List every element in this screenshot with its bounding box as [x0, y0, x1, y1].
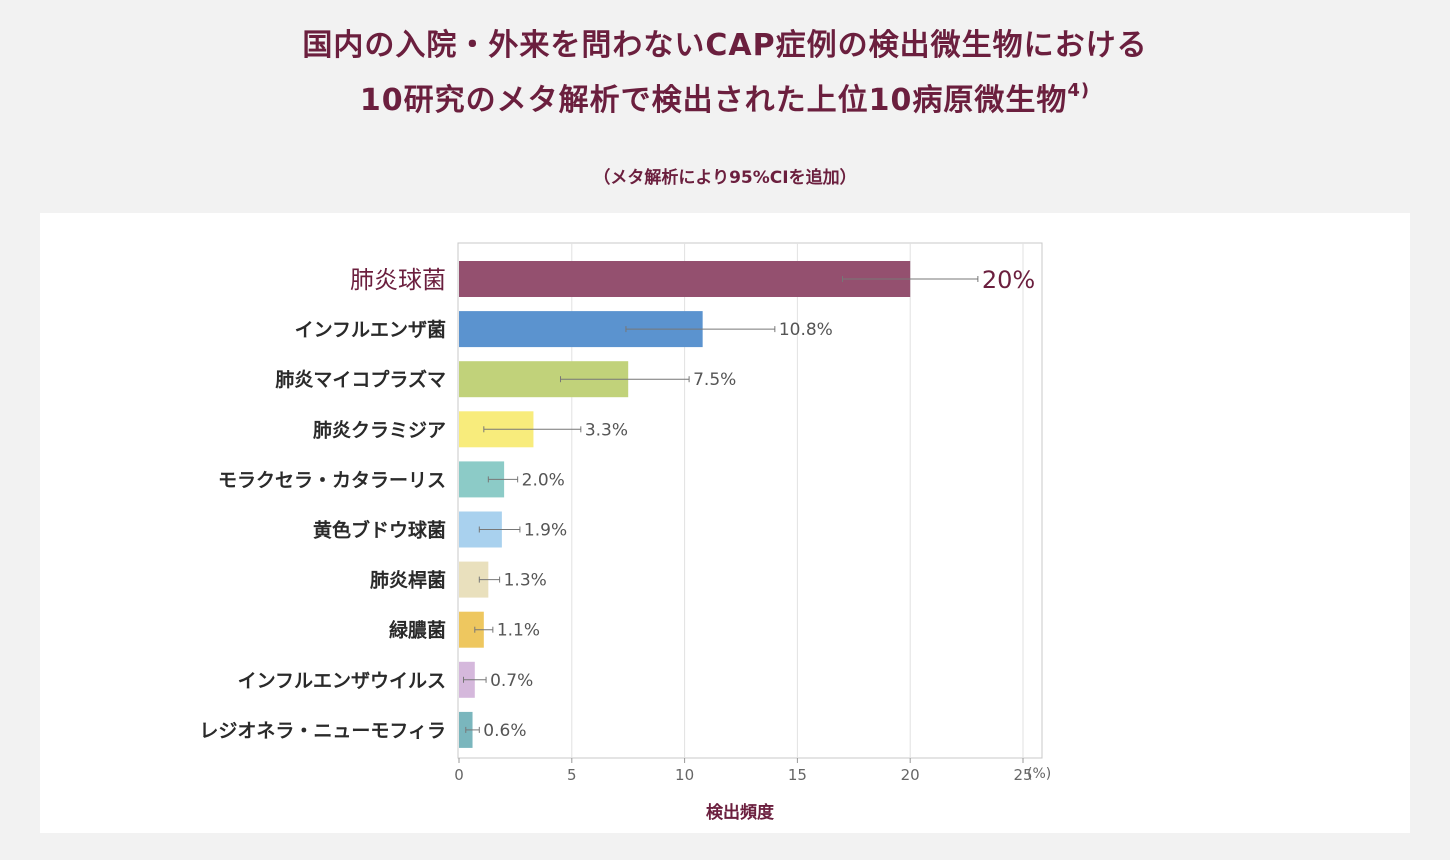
category-label: 肺炎球菌	[350, 266, 446, 294]
value-label: 2.0%	[522, 470, 565, 490]
plot-frame	[457, 242, 1043, 759]
chart-panel: 0 5 10 15 20 25 (%) 検出頻度 肺炎球菌 20% インフルエンザ菌 10.8% 肺炎マ…	[40, 213, 1410, 833]
x-tick-label: 20	[901, 766, 920, 784]
value-label: 3.3%	[585, 420, 628, 440]
chart-title-line2: 10研究のメタ解析で検出された上位10病原微生物4)	[359, 80, 1091, 118]
value-label: 0.7%	[490, 671, 533, 691]
category-label: 肺炎マイコプラズマ	[275, 368, 446, 391]
category-label: インフルエンザウイルス	[238, 670, 446, 692]
x-tick-label: 15	[788, 766, 807, 784]
value-label: 1.1%	[497, 621, 540, 641]
x-tick-label: 5	[567, 766, 577, 784]
value-label: 10.8%	[779, 320, 833, 340]
reference-superscript: 4)	[1067, 80, 1091, 101]
x-axis-label: 検出頻度	[706, 802, 775, 823]
value-label: 1.9%	[524, 521, 567, 541]
category-label: レジオネラ・ニューモフィラ	[199, 720, 446, 742]
category-label: インフルエンザ菌	[295, 318, 446, 341]
x-tick-label: 10	[675, 766, 694, 784]
x-unit-label: (%)	[1027, 766, 1051, 782]
category-label: 緑膿菌	[389, 619, 446, 642]
x-tick-label: 0	[454, 766, 464, 784]
category-label: 黄色ブドウ球菌	[313, 519, 446, 542]
category-label: 肺炎桿菌	[370, 569, 446, 592]
bar-chart: 0 5 10 15 20 25(%) 検出頻度 肺炎球菌 20% インフルエンザ菌 10.8% 肺炎マ…	[199, 242, 1051, 823]
value-label: 20%	[982, 266, 1035, 294]
chart-title-line1: 国内の入院・外来を問わないCAP症例の検出微生物における	[302, 28, 1148, 63]
bar	[459, 261, 911, 297]
x-tick-label: 25	[1013, 766, 1032, 784]
category-label: 肺炎クラミジア	[313, 419, 446, 441]
chart-subtitle: （メタ解析により95%CIを追加）	[593, 168, 857, 188]
value-label: 7.5%	[693, 370, 736, 390]
category-label: モラクセラ・カタラーリス	[218, 469, 446, 491]
value-label: 1.3%	[504, 571, 547, 591]
value-label: 0.6%	[483, 721, 526, 741]
